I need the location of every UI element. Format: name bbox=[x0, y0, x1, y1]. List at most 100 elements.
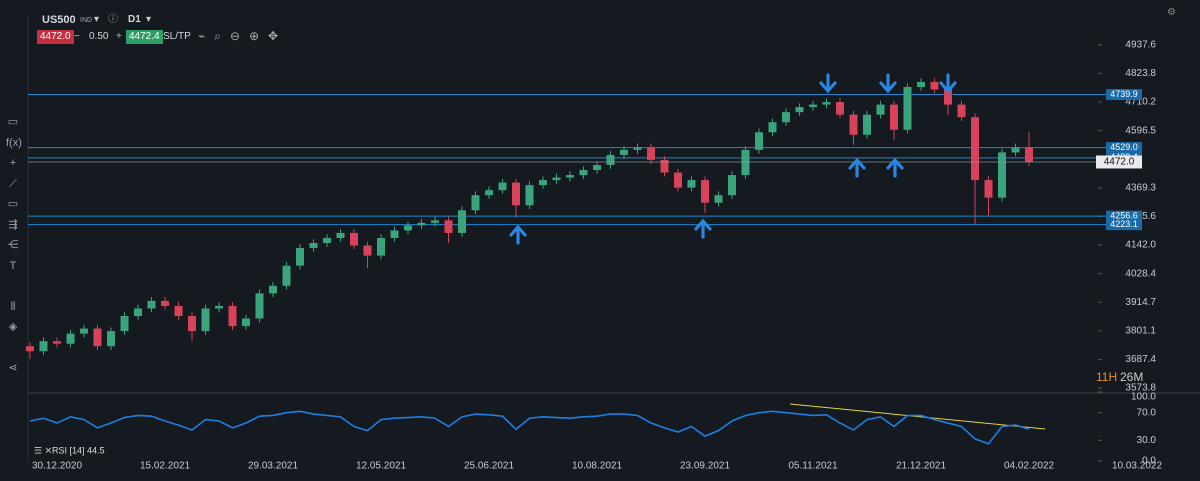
annotation-arrow bbox=[848, 157, 866, 178]
candle-body bbox=[471, 195, 480, 211]
y-tick-label: 4710.2 bbox=[1125, 97, 1156, 108]
candle-body bbox=[282, 265, 291, 286]
candle-body bbox=[458, 210, 466, 233]
rsi-line bbox=[29, 410, 1030, 445]
annotation-arrow bbox=[509, 224, 527, 245]
candle-body bbox=[39, 341, 48, 352]
symbol[interactable]: US500 bbox=[42, 14, 76, 26]
annotation-arrow bbox=[694, 218, 712, 239]
y-tick-label: 100.0 bbox=[1131, 392, 1156, 403]
candle-body bbox=[336, 232, 345, 238]
candle-body bbox=[120, 315, 129, 332]
candle-body bbox=[876, 104, 885, 115]
rsi-label: RSI [14] 44.5 bbox=[52, 445, 105, 455]
x-tick-label: 12.05.2021 bbox=[356, 461, 406, 472]
candle-body bbox=[377, 237, 385, 256]
candle-body bbox=[768, 122, 777, 133]
candle-body bbox=[687, 180, 696, 188]
candle-body bbox=[944, 89, 952, 105]
last-price-box bbox=[1096, 155, 1142, 169]
spread: 0.50 bbox=[89, 31, 109, 42]
candle-body bbox=[107, 331, 115, 347]
candle-body bbox=[579, 170, 588, 176]
y-tick-label: 3573.8 bbox=[1125, 383, 1156, 394]
candle-body bbox=[323, 237, 331, 244]
candle-body bbox=[984, 180, 993, 198]
candle-body bbox=[728, 175, 736, 196]
candle-body bbox=[404, 225, 412, 231]
annotation-arrow bbox=[879, 73, 897, 94]
candle-body bbox=[741, 149, 750, 176]
level-label-box bbox=[1106, 142, 1142, 154]
candle-body bbox=[93, 328, 102, 347]
candle-body bbox=[998, 152, 1006, 198]
ask-button[interactable]: 4472.4 bbox=[126, 30, 163, 44]
y-tick-label: 30.0 bbox=[1137, 435, 1157, 446]
x-tick-label: 25.06.2021 bbox=[464, 461, 514, 472]
candle-body bbox=[836, 102, 844, 115]
candle-body bbox=[363, 245, 372, 256]
candle-body bbox=[525, 185, 534, 206]
left-toolbar[interactable]: ▭ f(x) + ⟋ ▭ ⇶ ⋲ T ⫴ ◈ ⋖ bbox=[6, 116, 22, 374]
dropdown-arrow[interactable]: ▾ bbox=[94, 14, 100, 25]
candle-body bbox=[633, 147, 642, 150]
x-tick-label: 23.09.2021 bbox=[680, 461, 730, 472]
countdown-minutes: 26M bbox=[1120, 370, 1144, 384]
candle-body bbox=[188, 315, 196, 332]
y-tick-label: 4028.4 bbox=[1125, 268, 1156, 279]
level-label: 4739.9 bbox=[1110, 89, 1138, 99]
candle-body bbox=[917, 81, 925, 87]
level-label: 4529.0 bbox=[1110, 142, 1138, 152]
level-label-box bbox=[1106, 219, 1142, 231]
level-label: 4256.6 bbox=[1110, 211, 1138, 221]
plus-button[interactable]: + bbox=[116, 31, 122, 42]
candle-body bbox=[228, 305, 237, 327]
annotation-arrow bbox=[819, 73, 837, 94]
annotation-arrow bbox=[886, 157, 904, 178]
timeframe[interactable]: D1 bbox=[128, 14, 141, 25]
candle-body bbox=[512, 182, 520, 206]
y-tick-label: 4823.8 bbox=[1125, 68, 1156, 79]
candle-body bbox=[485, 190, 493, 196]
x-tick-label: 21.12.2021 bbox=[896, 461, 946, 472]
candle-body bbox=[539, 180, 547, 186]
candle-body bbox=[660, 159, 669, 173]
sltp-button[interactable]: SL/TP bbox=[163, 31, 191, 42]
y-tick-label: 3801.1 bbox=[1125, 325, 1156, 336]
settings-icon[interactable]: ⚙ bbox=[1167, 7, 1176, 18]
level-label: 4223.1 bbox=[1110, 219, 1138, 229]
y-tick-label: 4596.5 bbox=[1125, 125, 1156, 136]
minus-button[interactable]: − bbox=[74, 31, 80, 42]
candle-body bbox=[26, 346, 34, 352]
candle-body bbox=[174, 305, 183, 316]
info-icon[interactable]: ⓘ bbox=[108, 14, 118, 25]
candle-body bbox=[134, 308, 142, 316]
tool-icons[interactable]: ⌁⌕⊖⊕✥ bbox=[198, 29, 288, 43]
candle-body bbox=[971, 117, 979, 181]
candle-body bbox=[161, 300, 169, 306]
y-tick-label: 4369.3 bbox=[1125, 182, 1156, 193]
candle-body bbox=[431, 220, 439, 223]
bid-button[interactable]: 4472.0 bbox=[37, 30, 74, 44]
candle-body bbox=[498, 182, 507, 191]
annotation-arrow bbox=[939, 73, 957, 94]
candle-body bbox=[674, 172, 682, 188]
timeframe-arrow[interactable]: ▾ bbox=[146, 14, 152, 25]
level-label-box bbox=[1106, 210, 1142, 222]
y-tick-label: 70.0 bbox=[1137, 407, 1157, 418]
candle-body bbox=[390, 230, 399, 238]
candle-body bbox=[444, 220, 453, 233]
candle-body bbox=[201, 308, 210, 332]
candle-body bbox=[822, 102, 831, 105]
y-tick-label: 4142.0 bbox=[1125, 240, 1156, 251]
candle-body bbox=[606, 154, 615, 165]
candle-body bbox=[809, 104, 817, 108]
rsi-trendline bbox=[789, 403, 1046, 430]
y-tick-label: 3687.4 bbox=[1125, 354, 1156, 365]
countdown-hours: 11H bbox=[1096, 370, 1118, 384]
candle-body bbox=[255, 293, 264, 319]
x-tick-label: 04.02.2022 bbox=[1004, 461, 1054, 472]
candle-body bbox=[930, 81, 939, 90]
